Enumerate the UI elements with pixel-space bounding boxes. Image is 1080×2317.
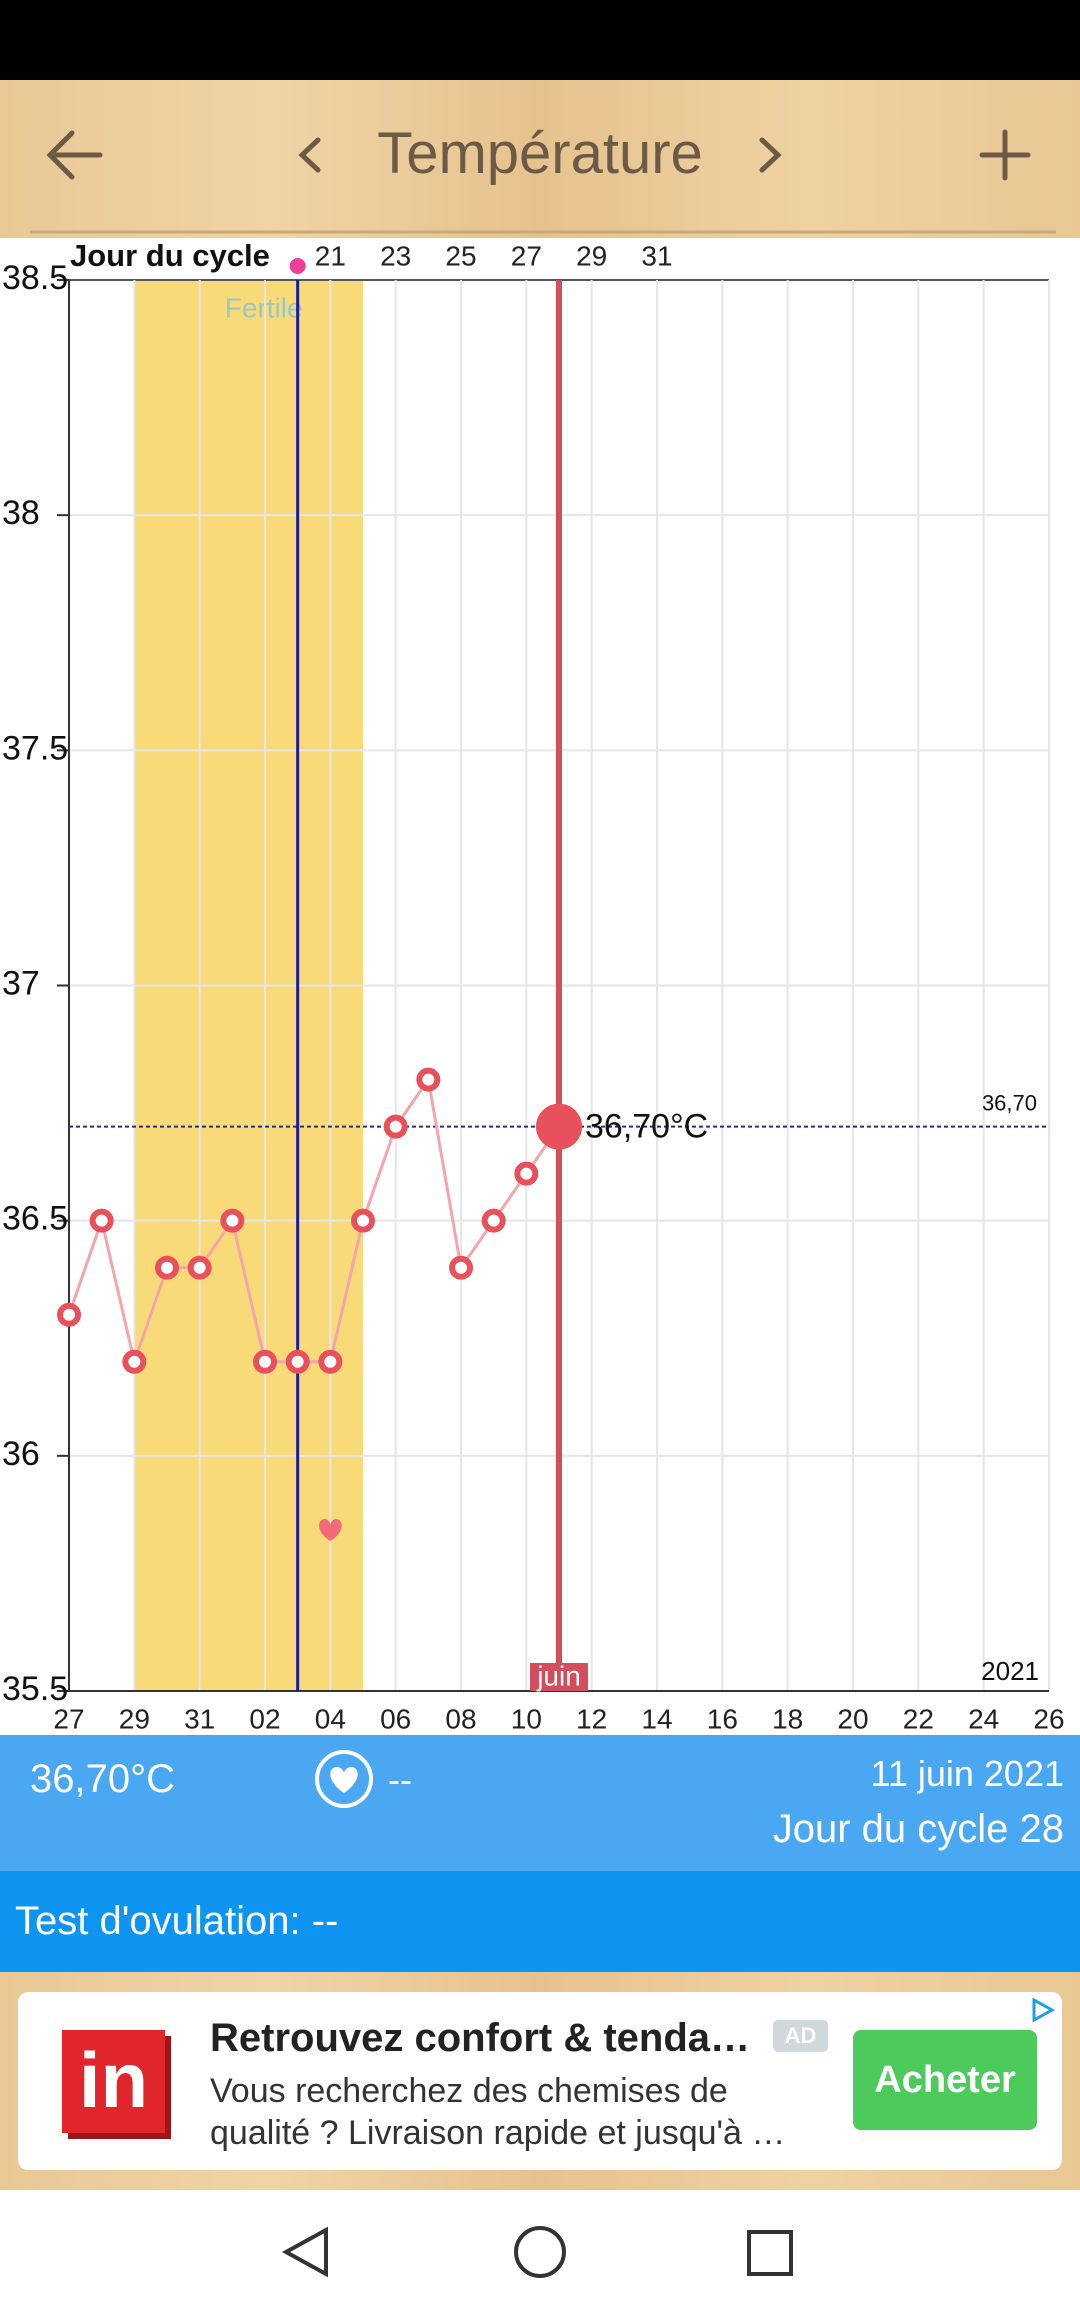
cycle-day-label: 29: [576, 240, 607, 271]
selected-value-label: 36,70°C: [585, 1108, 708, 1146]
x-tick-label: 04: [315, 1703, 346, 1734]
ad-card[interactable]: in Retrouvez confort & tenda… AD Vous re…: [18, 1992, 1062, 2170]
nav-recents[interactable]: [747, 2230, 793, 2276]
ad-text: Vous recherchez des chemises de: [210, 2072, 728, 2110]
y-tick-label: 37.5: [2, 729, 68, 767]
data-point: [318, 1349, 343, 1374]
top-axis-label: Jour du cycle: [70, 238, 270, 273]
x-tick-label: 16: [707, 1703, 738, 1734]
data-point: [220, 1208, 245, 1233]
ad-area: in Retrouvez confort & tenda… AD Vous re…: [0, 1972, 1080, 2190]
x-tick-label: 10: [511, 1703, 542, 1734]
x-tick-label: 24: [968, 1703, 999, 1734]
data-point: [122, 1349, 147, 1374]
cycle-day-label: 25: [445, 240, 476, 271]
ad-badge: AD: [773, 2020, 828, 2052]
cycle-day-label: 21: [315, 240, 346, 271]
data-point: [89, 1208, 114, 1233]
x-tick-label: 29: [119, 1703, 150, 1734]
y-tick-label: 36.5: [2, 1200, 68, 1238]
cycle-day-label: 27: [511, 240, 542, 271]
x-tick-label: 02: [249, 1703, 280, 1734]
ovulation-dot: [289, 258, 306, 274]
chart: Fertile 35.5 36 36.5 37 37.5 38 38.5 27 29 31 02 04 0…: [2, 238, 1065, 1734]
data-point: [416, 1067, 441, 1092]
x-tick-label: 14: [641, 1703, 672, 1734]
x-tick-label: 22: [903, 1703, 934, 1734]
add-button[interactable]: [979, 129, 1031, 181]
y-tick-label: 38.5: [2, 259, 68, 297]
data-point: [187, 1255, 212, 1280]
nav-home[interactable]: [514, 2226, 566, 2278]
data-point: [285, 1349, 310, 1374]
x-tick-label: 06: [380, 1703, 411, 1734]
y-tick-label: 38: [2, 494, 40, 532]
data-point: [351, 1208, 375, 1233]
data-point: [57, 1302, 81, 1327]
data-point: [383, 1114, 408, 1139]
cycle-day-label: 31: [641, 240, 672, 271]
ad-title: Retrouvez confort & tenda…: [210, 2016, 751, 2060]
x-tick-label: 27: [53, 1703, 84, 1734]
nav-icons: [281, 2226, 793, 2278]
header-title: Température: [377, 121, 703, 186]
axis-label-bg: [66, 238, 266, 278]
header-icons: [30, 129, 1056, 234]
reference-label: 36,70: [982, 1090, 1037, 1115]
nav-back[interactable]: [281, 2226, 328, 2278]
ad-button[interactable]: Acheter: [853, 2030, 1037, 2130]
x-tick-label: 12: [576, 1703, 607, 1734]
data-point: [155, 1255, 179, 1280]
intercourse-heart: [319, 1519, 342, 1541]
month-label: juin: [536, 1660, 581, 1691]
x-tick-label: 08: [445, 1703, 476, 1734]
month-bg: [530, 1663, 588, 1691]
x-tick-label: 26: [1033, 1703, 1064, 1734]
data-point: [449, 1255, 473, 1280]
y-tick-label: 35.5: [2, 1670, 68, 1708]
back-button[interactable]: [46, 130, 103, 180]
ovulation-test-bar[interactable]: Test d'ovulation: --: [0, 1871, 1080, 1972]
summary-cycle-day: Jour du cycle 28: [772, 1807, 1064, 1851]
y-tick-label: 37: [2, 964, 40, 1002]
data-point: [514, 1161, 539, 1186]
fertile-label: Fertile: [225, 292, 303, 323]
selected-point: [536, 1103, 582, 1150]
year-label: 2021: [981, 1656, 1039, 1686]
temperature-line: [67, 1075, 561, 1368]
header: Température: [0, 80, 1080, 238]
ovulation-test: Test d'ovulation: --: [15, 1899, 339, 1943]
x-tick-label: 31: [184, 1703, 215, 1734]
x-tick-label: 18: [772, 1703, 803, 1734]
y-tick-label: 36: [2, 1435, 40, 1473]
x-tick-label: 20: [837, 1703, 868, 1734]
summary-panel: 36,70°C -- 11 juin 2021 Jour du cycle 28: [0, 1735, 1080, 1871]
summary-temperature: 36,70°C: [30, 1757, 175, 1801]
nav-bar: [0, 2190, 1080, 2312]
data-point: [253, 1349, 277, 1374]
ad-text: qualité ? Livraison rapide et jusqu'à …: [210, 2114, 786, 2152]
status-bar: [0, 0, 1080, 80]
summary-date: 11 juin 2021: [870, 1753, 1065, 1794]
cycle-day-label: 23: [380, 240, 411, 271]
ad-logo: in: [62, 2030, 165, 2133]
next-button[interactable]: [759, 137, 782, 173]
summary-intercourse: --: [388, 1759, 412, 1800]
data-point: [481, 1208, 506, 1233]
heart-icon[interactable]: [314, 1749, 374, 1809]
ad-choices-icon[interactable]: [1028, 1996, 1056, 2024]
prev-button[interactable]: [298, 137, 321, 173]
